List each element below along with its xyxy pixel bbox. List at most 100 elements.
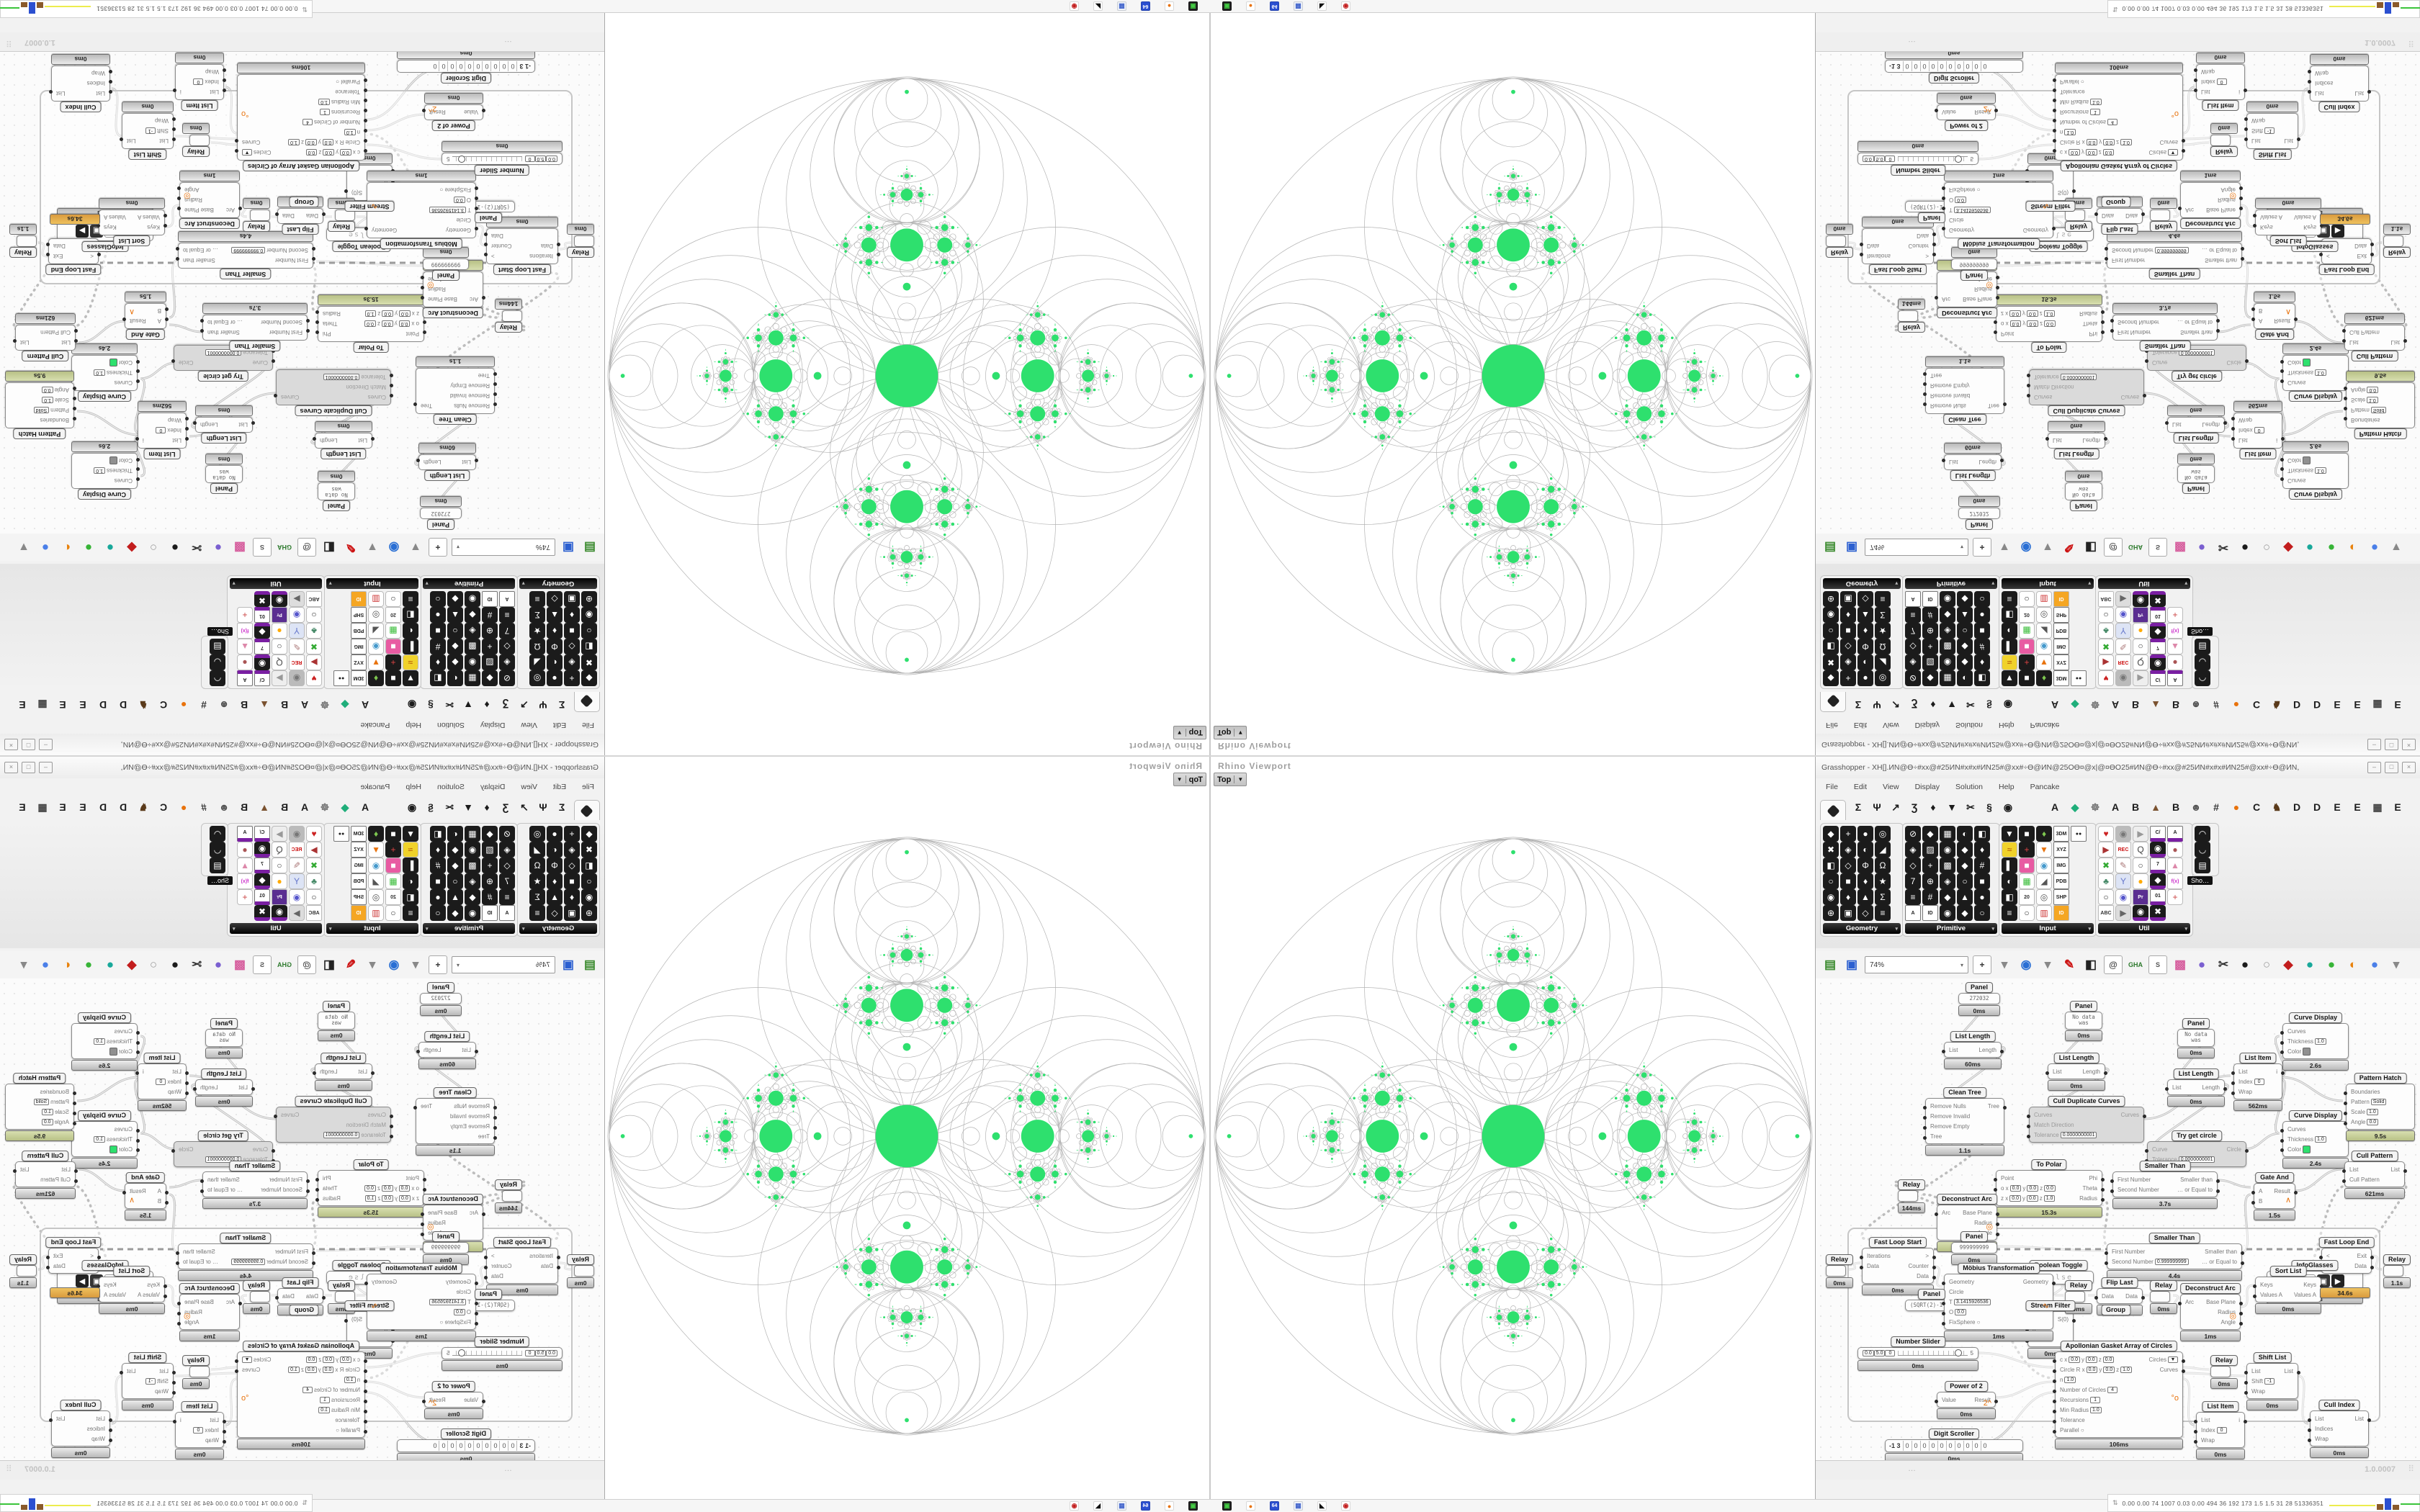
palette-component-icon[interactable]: Q — [2133, 654, 2148, 670]
output-port[interactable]: Curves — [281, 1111, 300, 1118]
input-port[interactable]: Point — [2001, 330, 2015, 338]
tab-category-7[interactable]: § — [428, 801, 434, 813]
gh-node-relay[interactable]: Relay 1.1s — [2383, 1252, 2411, 1288]
input-port[interactable]: Data — [541, 243, 553, 250]
input-port[interactable]: Iterations — [529, 1252, 553, 1259]
gh-node-list-item[interactable]: List Item List i Index 0 Wrap 562ms — [2233, 401, 2282, 462]
toolbar-ball-orange-button[interactable]: ◐ — [63, 958, 71, 971]
input-port[interactable]: c x 0.0 y 0.0 z 0.0 — [305, 1356, 360, 1363]
palette-component-icon[interactable]: ♦ — [430, 842, 446, 858]
output-port[interactable]: Result — [2274, 318, 2290, 325]
toolbar-save-button[interactable]: ▣ — [1845, 958, 1858, 971]
gh-node-cull-index[interactable]: Cull Index List List Indices Wrap 0ms — [51, 1398, 110, 1458]
input-port[interactable]: Geometry — [1949, 227, 1975, 234]
tab-plugin-12[interactable]: D — [119, 801, 127, 813]
palette-component-icon[interactable]: + — [237, 889, 253, 905]
gh-node-curve-display[interactable]: Curve Display Curves Thickness 1.0 Color 2.4s — [2280, 1108, 2349, 1169]
input-port[interactable]: Shift -1 — [145, 1377, 169, 1385]
input-port[interactable]: Indices — [86, 80, 105, 87]
input-port[interactable]: Keys — [147, 1281, 160, 1288]
palette-component-icon[interactable]: XYZ — [351, 842, 367, 858]
tab-plugin-5[interactable]: ▲ — [259, 801, 269, 813]
palette-component-icon[interactable]: ▲ — [547, 889, 563, 905]
palette-component-icon[interactable]: ◆ — [1922, 826, 1938, 842]
gh-node-curve-display[interactable]: Curve Display Curves Thickness 1.0 Color 2.4s — [2282, 343, 2349, 404]
output-port[interactable]: Phi — [2089, 1174, 2105, 1182]
input-port[interactable]: Shift -1 — [145, 127, 169, 135]
input-port[interactable]: Color — [2280, 1145, 2311, 1153]
output-port[interactable]: Data — [491, 1272, 503, 1279]
palette-component-icon[interactable]: + — [1840, 826, 1856, 842]
taskbar-icon-settings-red[interactable]: ◉ — [1070, 1501, 1079, 1511]
menu-item-pancake[interactable]: Pancake — [2030, 721, 2060, 729]
palette-component-icon[interactable]: ♥ — [2098, 826, 2114, 842]
palette-component-icon[interactable]: ▦ — [385, 873, 401, 889]
palette-component-icon[interactable]: + — [564, 826, 580, 842]
toolbar-sketch-button[interactable]: ✎ — [2063, 541, 2075, 554]
palette-component-icon[interactable]: ▥ — [2036, 905, 2052, 921]
tab-plugin-12[interactable]: D — [119, 699, 127, 711]
output-port[interactable]: Curves — [242, 139, 261, 146]
input-port[interactable]: Cull Pattern — [40, 1176, 71, 1183]
palette-component-icon[interactable]: ⊕ — [1922, 623, 1938, 639]
palette-component-icon[interactable]: ✎ — [2115, 639, 2131, 654]
palette-component-icon[interactable]: PDB — [351, 873, 367, 889]
palette-component-icon[interactable]: ▩ — [465, 639, 480, 654]
input-port[interactable]: List — [2244, 1367, 2261, 1374]
palette-component-icon[interactable]: SHP — [2053, 889, 2069, 905]
tab-plugin-13[interactable]: D — [99, 801, 107, 813]
tab-plugin-6[interactable]: B — [2172, 699, 2180, 711]
input-port[interactable]: o x 0.0 y 0.0 z 0.0 — [364, 1184, 419, 1192]
gh-node-curve-display[interactable]: Curve Display Curves Thickness 1.0 Color 2.4s — [71, 343, 138, 404]
palette-component-icon[interactable]: ≡ — [499, 889, 515, 905]
palette-component-icon[interactable]: 3DM — [2053, 826, 2069, 842]
palette-component-icon[interactable]: IMG — [2053, 639, 2069, 654]
input-port[interactable]: Second Number 0.999999999 — [231, 1258, 308, 1265]
palette-component-icon[interactable]: ○ — [306, 889, 322, 905]
input-port[interactable]: Wrap — [168, 417, 182, 424]
digit-cell[interactable]: 0 — [448, 61, 457, 71]
tab-plugin-11[interactable]: ♞ — [2272, 801, 2282, 813]
input-port[interactable]: Data — [2094, 1292, 2114, 1300]
output-port[interactable]: Base Plane — [1963, 1209, 1999, 1216]
palette-component-icon[interactable]: # — [430, 858, 446, 873]
toolbar-caret3-button[interactable]: ▾ — [2393, 958, 2400, 971]
palette-component-icon[interactable]: ▣ — [1840, 591, 1856, 607]
input-port[interactable]: First Number — [269, 329, 302, 336]
gh-node-shift-list[interactable]: Shift List List List Shift -1 Wrap 0ms — [122, 102, 174, 162]
palette-component-icon[interactable]: 01 — [2150, 889, 2166, 905]
input-port[interactable]: List — [61, 1166, 71, 1173]
output-port[interactable]: Values A — [104, 1291, 126, 1298]
input-port[interactable]: Geometry — [445, 1278, 471, 1285]
output-port[interactable]: S(0) — [351, 1315, 363, 1323]
digit-cell[interactable]: 0 — [465, 61, 475, 71]
palette-component-icon[interactable]: ▼ — [2036, 842, 2052, 858]
palette-component-icon[interactable]: ◆ — [1823, 826, 1839, 842]
input-port[interactable]: List — [2193, 1416, 2210, 1423]
palette-component-icon[interactable]: Y — [289, 873, 305, 889]
palette-component-icon[interactable]: ■ — [385, 858, 401, 873]
gh-node-panel[interactable]: Panel No data was 0ms — [205, 454, 243, 497]
close-button[interactable]: × — [4, 762, 18, 773]
palette-component-icon[interactable]: ◇ — [499, 858, 515, 873]
palette-component-icon[interactable]: 20 — [2019, 889, 2035, 905]
palette-component-icon[interactable]: ◈ — [465, 623, 480, 639]
input-port[interactable]: Circle R x 0.0 y 0.0 z 1.0 — [288, 139, 360, 146]
palette-component-icon[interactable]: ≡ — [499, 607, 515, 623]
input-port[interactable]: z x 0.0 y 0.0 z 1.0 — [1993, 1194, 2056, 1202]
palette-component-icon[interactable]: ♦ — [564, 889, 580, 905]
gh-node-list-length[interactable]: List Length List Length 0ms — [2048, 421, 2105, 462]
gh-node-gate-and[interactable]: Gate And A Result B ∧ 1.5s — [2254, 292, 2295, 342]
gh-node-node[interactable]: 34.6s — [50, 214, 100, 225]
tab-params-active[interactable] — [1820, 800, 1846, 821]
canvas-zoom-select[interactable]: 74% ▾ — [1865, 539, 1968, 556]
toolbar-caret1-button[interactable]: ▾ — [2001, 541, 2008, 554]
close-button[interactable]: × — [2402, 762, 2416, 773]
toolbar-package-button[interactable]: ▩ — [233, 541, 246, 554]
output-port[interactable]: Values A — [2294, 214, 2316, 221]
input-port[interactable]: Curves — [114, 477, 133, 485]
toolbar-exposure-button[interactable]: ◧ — [323, 958, 336, 971]
input-port[interactable]: Remove Nulls — [454, 402, 490, 410]
palette-component-icon[interactable]: ⊕ — [581, 905, 597, 921]
input-port[interactable]: Remove Nulls — [1923, 1102, 1966, 1110]
